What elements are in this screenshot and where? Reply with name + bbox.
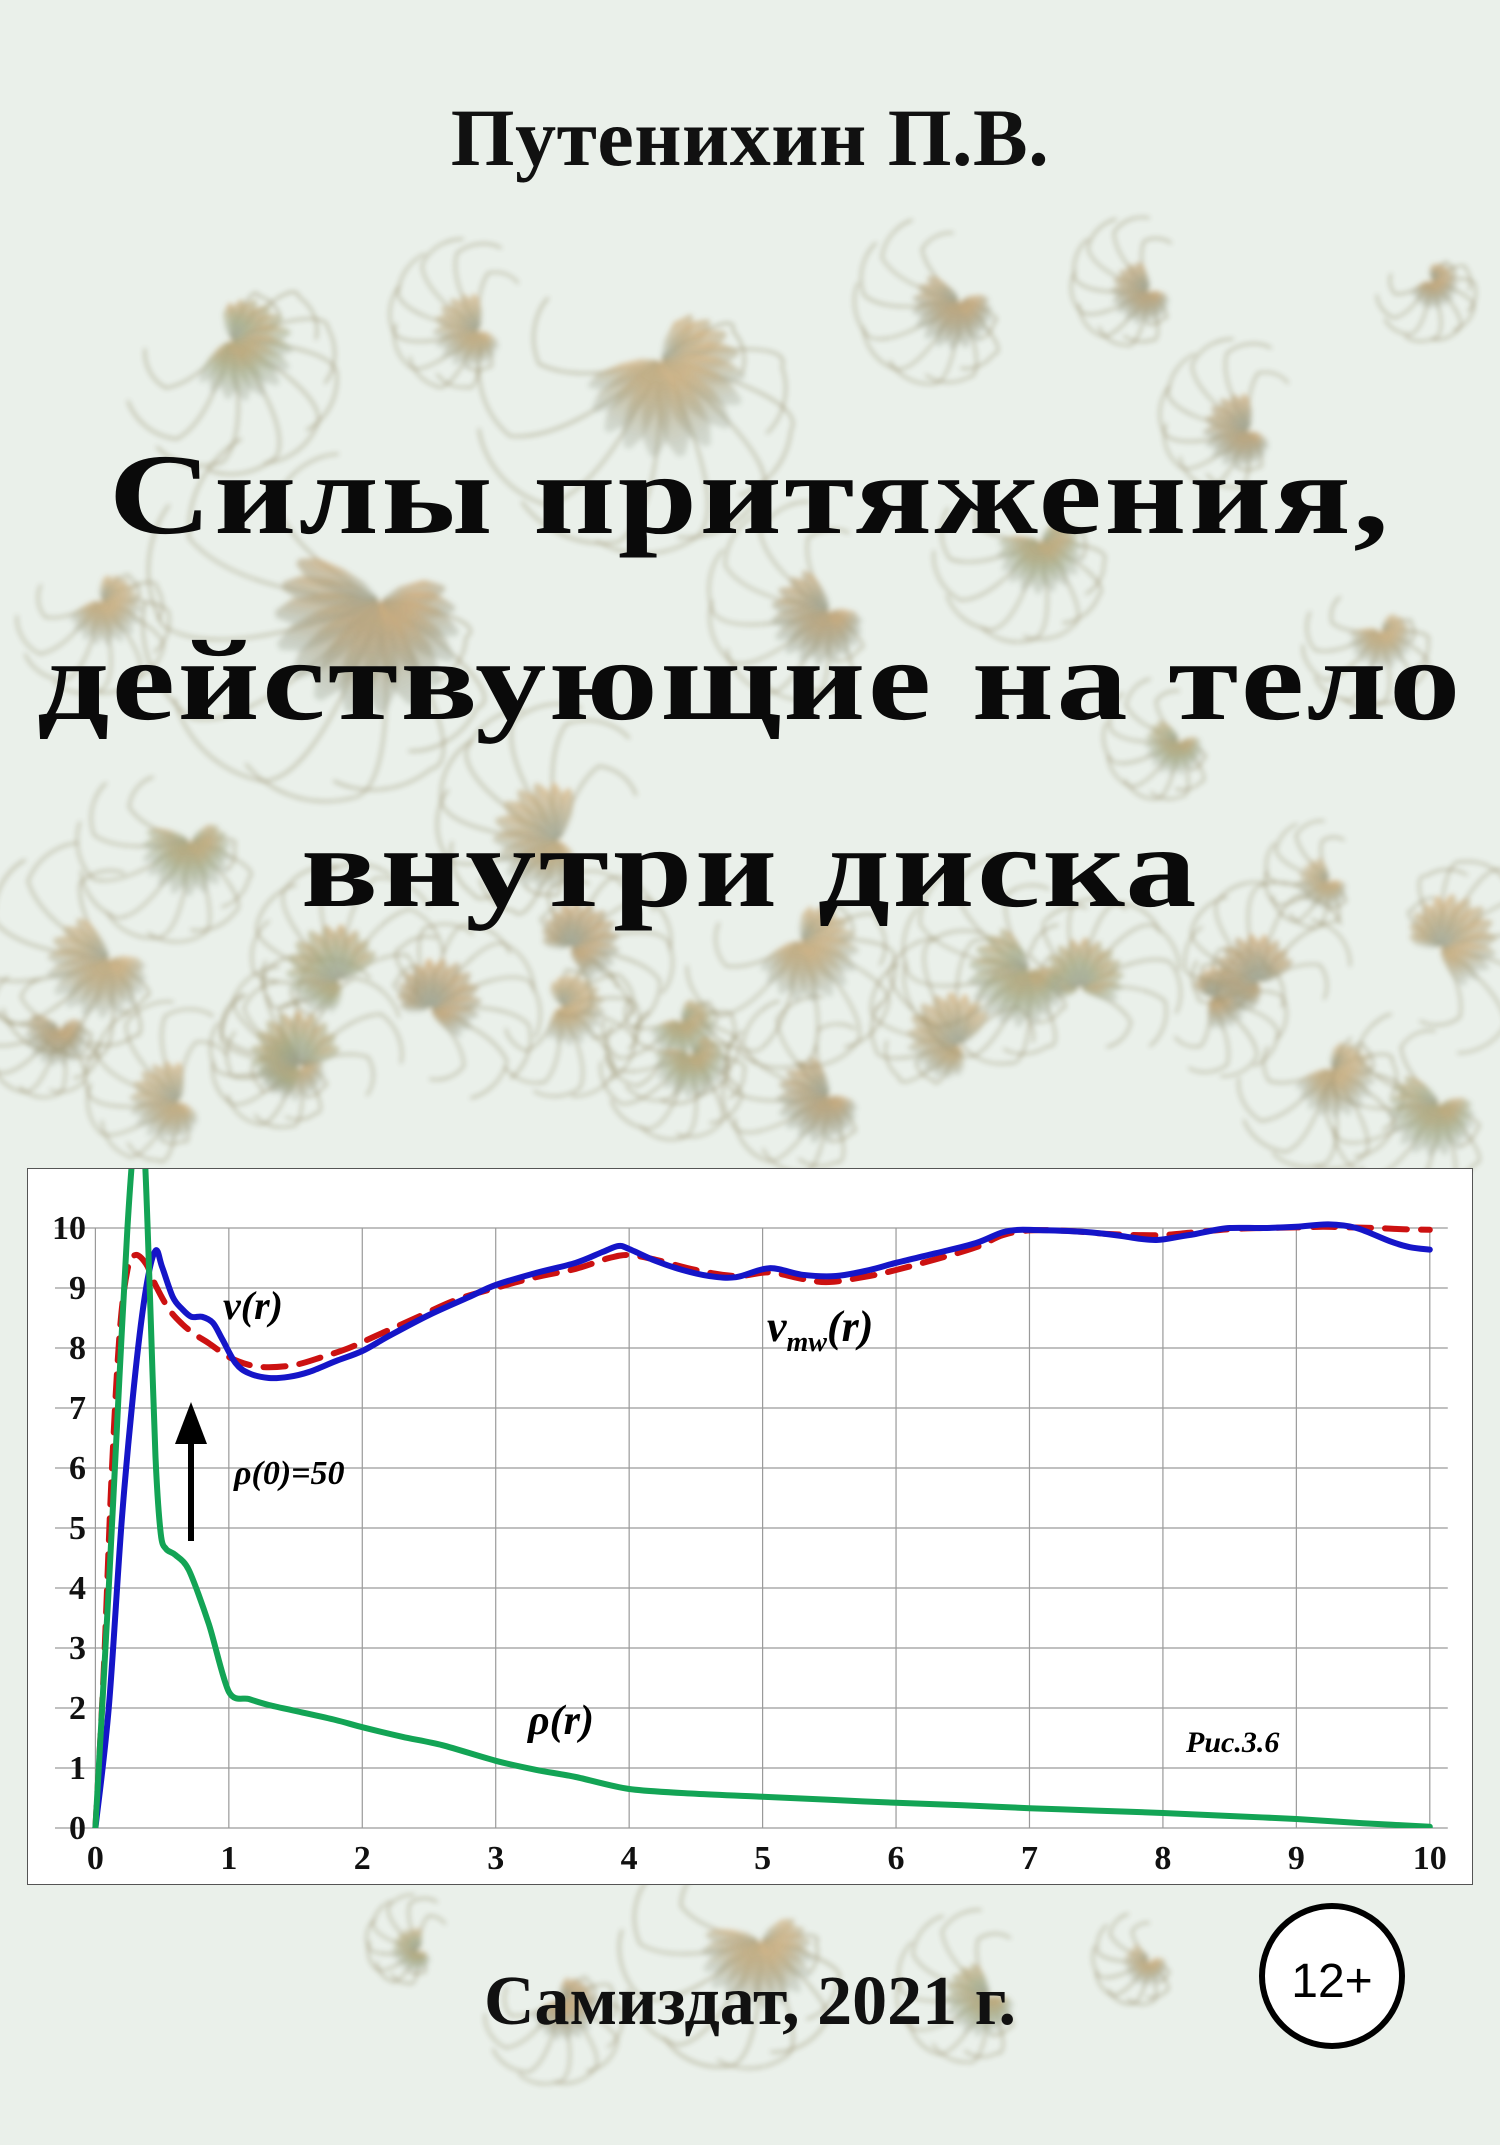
svg-text:9: 9 [1288, 1840, 1305, 1877]
svg-text:ρ(0)=50: ρ(0)=50 [233, 1455, 345, 1492]
svg-text:6: 6 [69, 1450, 86, 1487]
svg-text:0: 0 [87, 1840, 104, 1877]
svg-text:3: 3 [487, 1840, 504, 1877]
svg-text:6: 6 [888, 1840, 905, 1877]
svg-text:0: 0 [69, 1810, 86, 1847]
svg-text:10: 10 [52, 1210, 86, 1247]
svg-text:vmw(r): vmw(r) [767, 1302, 873, 1358]
svg-text:5: 5 [69, 1510, 86, 1547]
svg-text:7: 7 [69, 1390, 86, 1427]
svg-text:ρ(r): ρ(r) [526, 1698, 594, 1744]
svg-text:8: 8 [69, 1330, 86, 1367]
svg-text:v(r): v(r) [223, 1283, 283, 1328]
svg-text:Рис.3.6: Рис.3.6 [1185, 1726, 1279, 1759]
svg-text:3: 3 [69, 1630, 86, 1667]
svg-text:4: 4 [621, 1840, 638, 1877]
svg-text:2: 2 [69, 1690, 86, 1727]
svg-text:8: 8 [1154, 1840, 1171, 1877]
svg-text:2: 2 [354, 1840, 371, 1877]
svg-text:1: 1 [69, 1750, 86, 1787]
svg-text:10: 10 [1413, 1840, 1447, 1877]
svg-text:5: 5 [754, 1840, 771, 1877]
svg-text:9: 9 [69, 1270, 86, 1307]
svg-text:4: 4 [69, 1570, 86, 1607]
svg-text:7: 7 [1021, 1840, 1038, 1877]
svg-text:1: 1 [220, 1840, 237, 1877]
